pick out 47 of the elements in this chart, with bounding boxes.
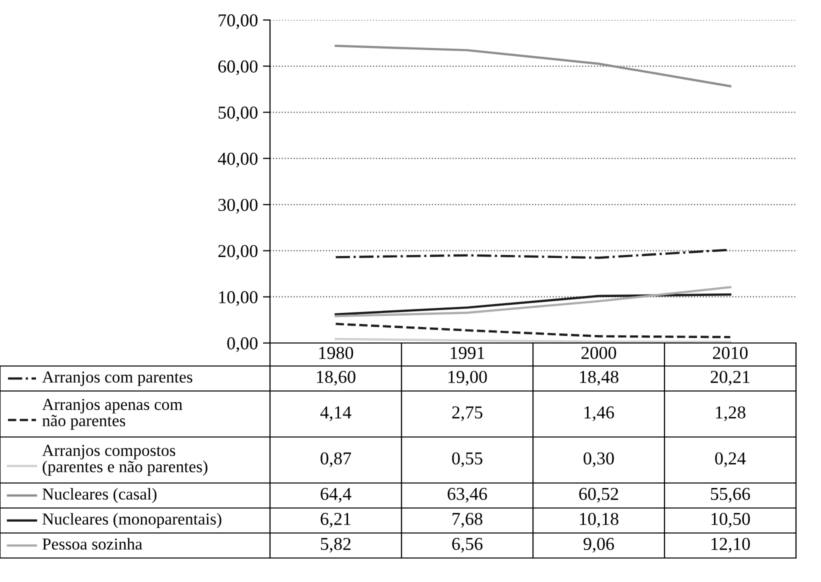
y-tick-label: 40,00: [218, 152, 258, 168]
line-series: [334, 293, 732, 316]
legend-label: Arranjos apenas com não parentes: [42, 398, 182, 430]
data-label: 6,56: [452, 538, 483, 553]
data-label: 5,82: [321, 538, 351, 553]
data-label: 0,24: [715, 452, 746, 468]
y-tick-label: 0,00: [227, 337, 258, 352]
y-tick-label: 60,00: [218, 60, 258, 76]
x-tick-label: 1991: [450, 346, 484, 360]
legend-label: Arranjos com parentes: [42, 371, 192, 386]
data-label: 60,52: [579, 488, 618, 503]
data-label: 1,28: [716, 406, 746, 422]
data-label: 20,21: [710, 370, 750, 386]
data-label: 18,48: [580, 370, 618, 386]
data-label: 1,46: [584, 406, 614, 422]
line-series: [334, 286, 732, 318]
data-label: 19,00: [448, 370, 487, 386]
data-label: 12,10: [712, 538, 750, 553]
y-tick-label: 10,00: [219, 291, 258, 306]
legend-label: Nucleares (casal): [42, 488, 156, 504]
y-tick-label: 20,00: [218, 244, 258, 260]
data-label: 6,21: [320, 512, 350, 528]
legend-label: Pessoa sozinha: [42, 538, 142, 550]
data-label: 9,06: [584, 538, 614, 553]
data-label: 64,4: [320, 488, 352, 503]
x-tick-label: 2010: [712, 346, 748, 360]
data-label: 10,18: [580, 512, 618, 528]
y-tick-label: 30,00: [218, 198, 258, 214]
data-label: 55,66: [710, 488, 750, 503]
data-label: 63,46: [448, 488, 488, 503]
y-tick-label: 70,00: [218, 14, 258, 30]
data-label: 2,75: [452, 406, 482, 422]
y-tick-label: 50,00: [218, 106, 258, 122]
data-label: 10,50: [712, 512, 750, 528]
legend-label: Arranjos compostos (parentes e não parentes): [42, 444, 208, 476]
data-label: 18,60: [317, 370, 356, 386]
line-series: [334, 44, 732, 88]
line-series: [334, 248, 732, 259]
x-tick-label: 1980: [319, 346, 354, 360]
data-label: 0,30: [584, 452, 614, 468]
data-label: 7,68: [452, 512, 482, 528]
line-series: [334, 322, 732, 338]
data-label: 0,55: [452, 452, 482, 468]
data-label: 4,14: [320, 406, 352, 422]
data-label: 0,87: [320, 452, 352, 468]
x-tick-label: 2000: [581, 346, 616, 360]
legend-label: Nucleares (monoparentais): [42, 512, 222, 528]
